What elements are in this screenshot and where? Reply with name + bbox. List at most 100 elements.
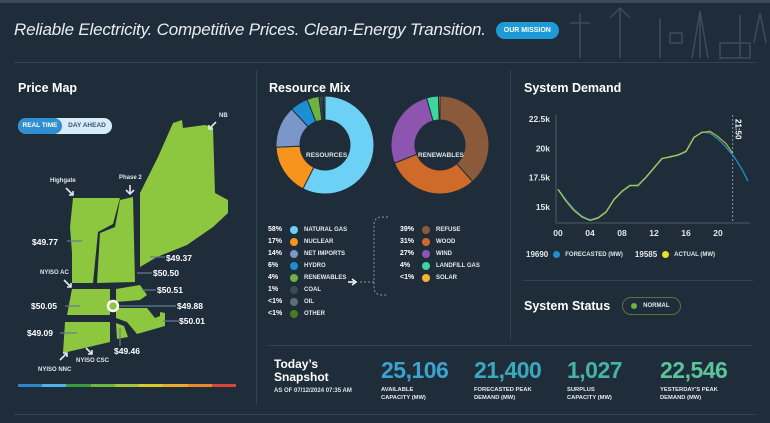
legend-dot-icon — [290, 298, 298, 306]
legend-pct: 31% — [400, 238, 415, 245]
x-tick-label: 12 — [649, 228, 659, 238]
stat-surplus-capacity: 1,027 SURPLUS CAPACITY (MW) — [567, 357, 623, 402]
renewables-donut-label: RENEWABLES — [418, 152, 464, 159]
zone-vermont[interactable] — [70, 198, 120, 283]
interface-arrows — [59, 121, 217, 361]
legend-pct: 1% — [268, 286, 279, 293]
legend-item: 14% NET IMPORTS — [268, 248, 347, 260]
stat-value: 1,027 — [567, 357, 623, 383]
resources-slice[interactable] — [302, 95, 375, 195]
price-label: $50.51 — [157, 285, 183, 295]
stat-label: DEMAND (MW) — [660, 395, 702, 401]
tab-day-ahead[interactable]: DAY AHEAD — [68, 122, 106, 129]
forecast-value: 19690 — [526, 250, 549, 259]
renewables-slice[interactable] — [437, 95, 441, 121]
legend-pct: <1% — [400, 274, 415, 281]
price-map-title: Price Map — [18, 81, 78, 95]
legend-name: WOOD — [436, 239, 456, 245]
stat-label: CAPACITY (MW) — [567, 395, 612, 401]
zone-sema[interactable] — [116, 308, 165, 334]
legend-name: HYDRO — [304, 263, 326, 269]
stat-label: YESTERDAY'S PEAK — [660, 387, 718, 393]
zone-wcma[interactable] — [67, 289, 110, 315]
stat-label: AVAILABLE — [381, 387, 414, 393]
scale-segment — [187, 384, 212, 387]
x-tick-label: 20 — [713, 228, 723, 238]
legend-dot-icon — [290, 274, 298, 282]
stat-label: CAPACITY (MW) — [381, 395, 426, 401]
stat-label: SURPLUS — [567, 387, 595, 393]
energy-infrastructure-illustration — [570, 6, 767, 59]
footer-divider — [14, 414, 756, 415]
legend-item: <1% OTHER — [268, 308, 347, 320]
panel-divider — [256, 70, 257, 405]
legend-dot-icon — [290, 250, 298, 258]
price-label: $50.05 — [31, 301, 57, 311]
price-toggle: REAL TIME DAY AHEAD — [18, 118, 112, 134]
scale-segment — [163, 384, 188, 387]
scale-segment — [211, 384, 236, 387]
zone-connecticut[interactable] — [63, 322, 110, 353]
stat-label: FORECASTED PEAK — [474, 387, 532, 393]
legend-name: NATURAL GAS — [304, 227, 348, 233]
arrow-icon — [85, 347, 93, 355]
zone-nema[interactable] — [116, 285, 147, 302]
legend-name: RENEWABLES — [304, 275, 347, 281]
legend-dot-icon — [290, 286, 298, 294]
x-tick-label: 08 — [617, 228, 627, 238]
zone-maine[interactable] — [140, 120, 228, 267]
legend-name: OIL — [304, 299, 314, 305]
legend-item: <1% OIL — [268, 296, 347, 308]
legend-item: 27% WIND — [400, 248, 480, 260]
legend-pct: 14% — [268, 250, 283, 257]
stat-label: DEMAND (MW) — [474, 395, 516, 401]
legend-name: REFUSE — [436, 227, 461, 233]
legend-name: NET IMPORTS — [304, 251, 346, 257]
resources-slice[interactable] — [322, 95, 326, 121]
status-text: NORMAL — [643, 303, 670, 309]
status-badge: NORMAL — [622, 297, 681, 315]
snapshot-timestamp: AS OF 07/12/2024 07:35 AM — [274, 388, 352, 394]
scale-segment — [42, 384, 67, 387]
x-tick-label: 16 — [681, 228, 691, 238]
legend-item: 1% COAL — [268, 284, 347, 296]
legend-name: NUCLEAR — [304, 239, 334, 245]
resources-legend: 58% NATURAL GAS 17% NUCLEAR 14% NET IMPORTS 6%… — [268, 224, 347, 320]
renewables-slice[interactable] — [393, 153, 474, 195]
arrow-icon — [125, 185, 135, 196]
stat-value: 22,546 — [660, 357, 728, 383]
arrow-icon — [208, 121, 217, 130]
legend-dot-icon — [422, 274, 430, 282]
legend-pct: <1% — [268, 310, 283, 317]
snapshot-title-line: Snapshot — [274, 370, 329, 384]
legend-pct: 27% — [400, 250, 415, 257]
price-label: $50.50 — [153, 268, 179, 278]
legend-pct: 39% — [400, 226, 415, 233]
our-mission-button[interactable]: OUR MISSION — [495, 21, 559, 39]
zone-rhode-island[interactable] — [116, 323, 128, 339]
arrow-icon — [65, 187, 74, 196]
forecast-label: FORECASTED (MW) — [565, 251, 623, 258]
y-tick-label: 17.5k — [529, 173, 551, 183]
renewables-bracket — [348, 216, 388, 296]
tab-real-time[interactable]: REAL TIME — [18, 118, 62, 134]
legend-name: WIND — [436, 251, 452, 257]
scale-segment — [66, 384, 91, 387]
current-time-label: 21:50 — [734, 119, 743, 140]
interface-highgate: Highgate — [50, 178, 76, 184]
hub-marker[interactable] — [106, 299, 120, 313]
snapshot-title-line: Today’s — [274, 357, 319, 371]
price-label: $49.88 — [177, 301, 203, 311]
demand-legend: 19690 FORECASTED (MW) 19585 ACTUAL (MW) — [526, 250, 715, 259]
legend-dot-icon — [422, 250, 430, 258]
status-dot-icon — [631, 303, 638, 309]
zone-new-hampshire[interactable] — [97, 197, 135, 283]
legend-dot-icon — [290, 238, 298, 246]
legend-dot-icon — [290, 226, 298, 234]
interface-nyiso-csc: NYISO CSC — [76, 358, 110, 364]
legend-item: 6% HYDRO — [268, 260, 347, 272]
system-status-title: System Status — [524, 299, 611, 313]
scale-segment — [90, 384, 115, 387]
actual-value: 19585 — [634, 250, 658, 259]
renewables-slice[interactable] — [439, 95, 490, 183]
